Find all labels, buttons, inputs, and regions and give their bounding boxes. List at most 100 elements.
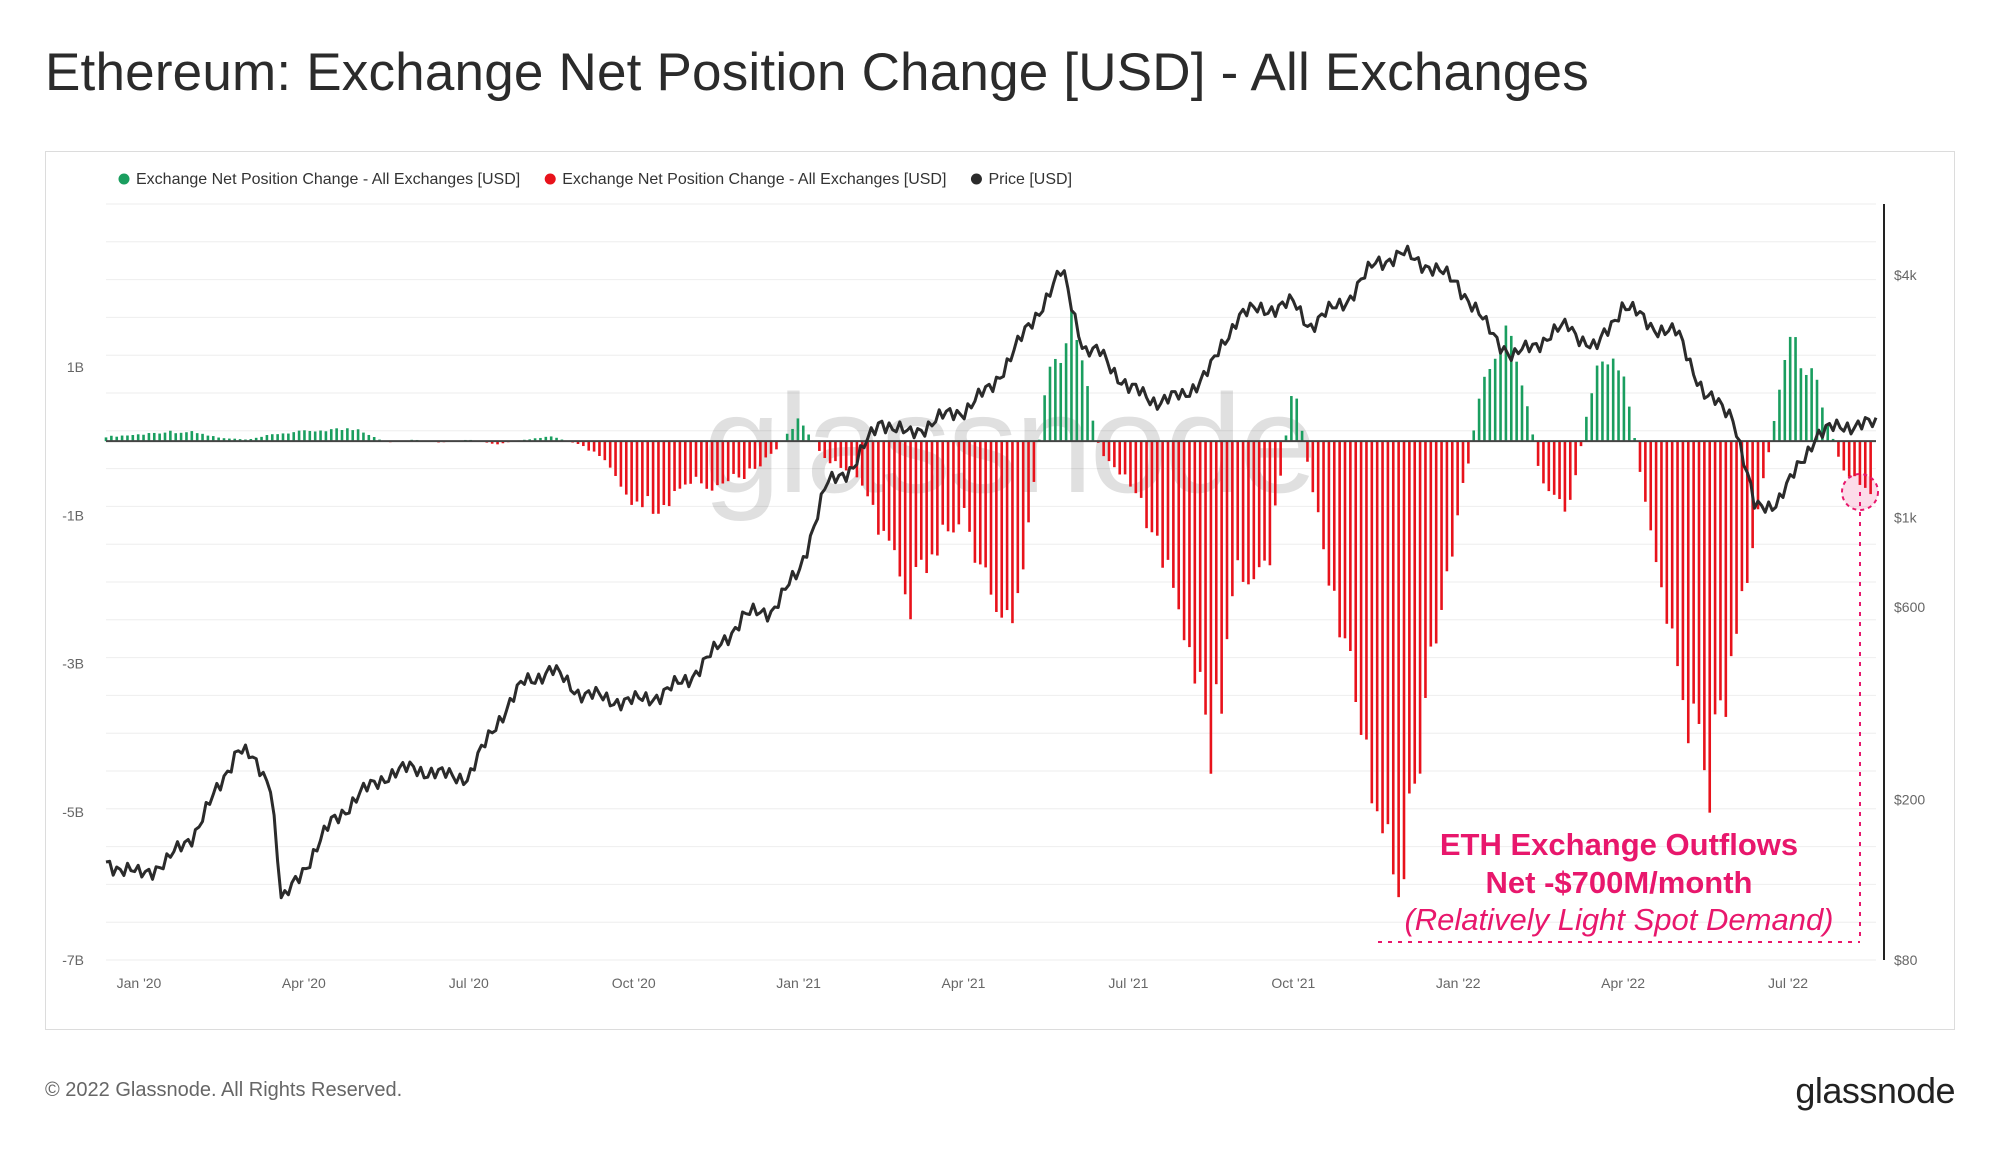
bar-negative — [490, 441, 494, 444]
bar-negative — [1837, 441, 1840, 457]
bar-negative — [630, 441, 633, 505]
bar-negative — [1247, 441, 1250, 585]
bar-positive — [1499, 350, 1502, 442]
bar-negative — [732, 441, 735, 474]
bar-negative — [501, 441, 505, 444]
bar-negative — [1145, 441, 1148, 529]
bar-positive — [367, 434, 371, 442]
bar-positive — [1477, 398, 1481, 442]
bar-positive — [1794, 337, 1797, 442]
bar-negative — [1391, 441, 1395, 875]
bar-positive — [206, 435, 210, 442]
bar-negative — [775, 441, 778, 450]
bar-positive — [1622, 376, 1626, 442]
bar-positive — [807, 434, 810, 442]
bar-negative — [769, 441, 773, 454]
bar-positive — [1070, 310, 1073, 442]
bar-negative — [635, 441, 639, 502]
bar-negative — [1434, 441, 1438, 644]
y-right-tick-label: $200 — [1894, 792, 1925, 808]
bar-negative — [1241, 441, 1245, 582]
bar-negative — [984, 441, 987, 568]
bar-negative — [759, 441, 762, 467]
bar-positive — [1821, 407, 1824, 442]
bar-positive — [292, 432, 296, 442]
bar-positive — [1804, 374, 1808, 442]
bar-negative — [1381, 441, 1384, 834]
bar-negative — [1011, 441, 1014, 624]
bar-negative — [1847, 441, 1851, 477]
bar-negative — [1252, 441, 1256, 580]
bar-negative — [1574, 441, 1577, 476]
bar-negative — [1397, 441, 1400, 898]
bar-negative — [946, 441, 950, 532]
bar-positive — [163, 432, 167, 442]
bar-negative — [1692, 441, 1695, 704]
annotation: ETH Exchange Outflows Net -$700M/month (… — [1378, 473, 1879, 943]
bar-positive — [126, 435, 129, 442]
annotation-line-2: Net -$700M/month — [1486, 865, 1753, 900]
x-tick-label: Apr '22 — [1601, 975, 1645, 991]
bar-negative — [866, 441, 869, 497]
bar-negative — [936, 441, 939, 556]
bar-negative — [978, 441, 982, 565]
bar-negative — [903, 441, 907, 595]
bar-negative — [1204, 441, 1207, 715]
grid — [106, 203, 1876, 961]
bar-positive — [313, 431, 317, 442]
bar-positive — [303, 430, 306, 442]
bar-negative — [828, 441, 832, 464]
bar-negative — [1729, 441, 1733, 657]
bar-negative — [1113, 441, 1116, 468]
chart-svg: glassnode Exchange Net Position Change -… — [62, 171, 1925, 991]
annotation-highlight-circle — [1841, 473, 1879, 511]
bar-positive — [1472, 430, 1476, 442]
bar-positive — [1778, 389, 1781, 442]
bar-positive — [201, 433, 204, 442]
bar-negative — [1467, 441, 1470, 464]
bar-negative — [1665, 441, 1669, 624]
bar-positive — [796, 418, 800, 442]
bar-negative — [1542, 441, 1545, 484]
copyright-text: © 2022 Glassnode. All Rights Reserved. — [45, 1079, 403, 1101]
bar-positive — [287, 433, 290, 442]
bar-positive — [120, 435, 124, 442]
bar-negative — [1461, 441, 1465, 483]
bar-positive — [222, 438, 226, 442]
bar-negative — [941, 441, 945, 525]
bar-positive — [1075, 339, 1079, 442]
bar-positive — [1488, 368, 1492, 442]
bar-negative — [496, 441, 499, 445]
bar-positive — [1815, 379, 1819, 442]
bar-negative — [1316, 441, 1320, 513]
bar-negative — [930, 441, 934, 555]
bar-negative — [1166, 441, 1170, 560]
bar-positive — [249, 439, 253, 442]
bar-negative — [1413, 441, 1417, 784]
bar-negative — [1450, 441, 1454, 557]
bar-negative — [1000, 441, 1004, 618]
bar-positive — [329, 429, 333, 442]
bar-positive — [1617, 370, 1620, 442]
bar-negative — [598, 441, 601, 457]
bar-negative — [1719, 441, 1722, 701]
bar-negative — [1214, 441, 1218, 685]
x-axis: Jan '20 Apr '20 Jul '20 Oct '20 Jan '21 Apr '… — [117, 975, 1809, 991]
bar-negative — [962, 441, 966, 508]
bar-negative — [871, 441, 875, 505]
bar-positive — [1493, 358, 1497, 442]
bar-negative — [860, 441, 864, 486]
glassnode-logo[interactable]: glassnode — [1795, 1070, 1955, 1111]
bar-positive — [533, 438, 537, 442]
bar-positive — [195, 433, 199, 442]
bar-negative — [705, 441, 709, 489]
bar-negative — [1708, 441, 1712, 813]
bar-negative — [1338, 441, 1341, 638]
bar-negative — [925, 441, 928, 574]
bar-positive — [319, 430, 322, 442]
bar-negative — [1756, 441, 1760, 510]
bar-negative — [1558, 441, 1561, 500]
bar-negative — [614, 441, 617, 476]
bar-negative — [753, 441, 757, 469]
page-title: Ethereum: Exchange Net Position Change [… — [45, 43, 1589, 102]
